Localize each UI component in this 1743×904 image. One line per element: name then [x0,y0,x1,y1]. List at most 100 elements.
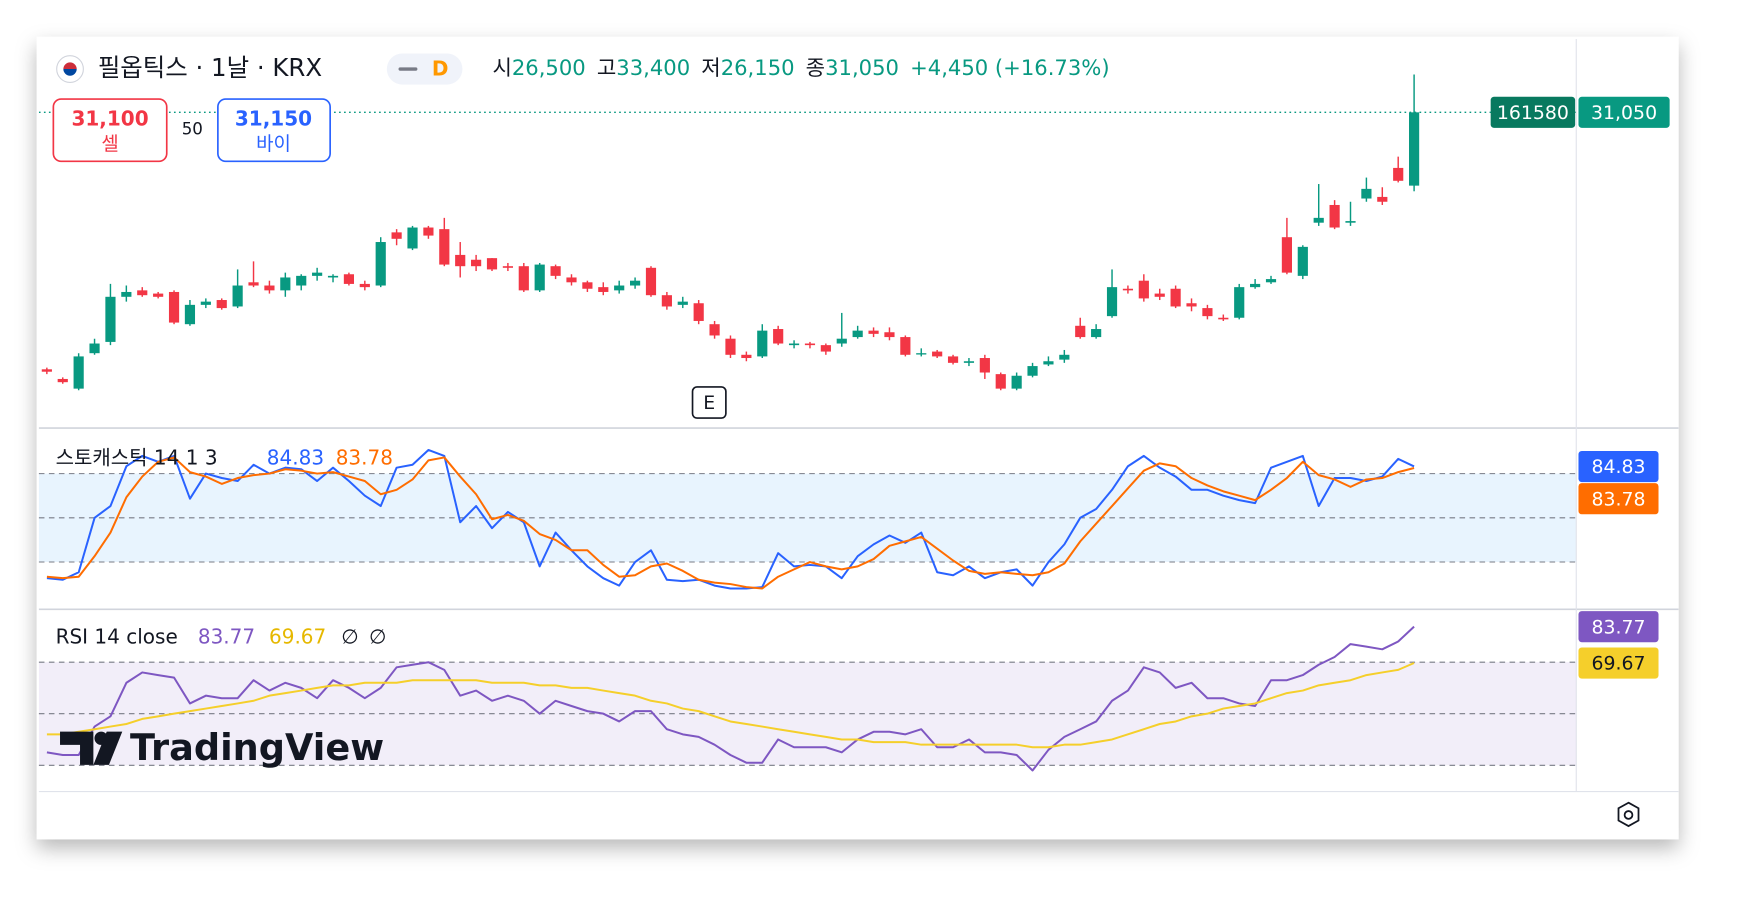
last-price-badge [1578,96,1670,128]
interval-pill[interactable] [386,53,463,85]
flag [63,62,77,70]
value-badge-label: 83.77 [1591,616,1645,638]
candle-body [1059,354,1070,360]
candle-body [741,354,752,359]
candle-body [1409,112,1420,186]
candle-body [1011,375,1022,389]
candle-body [89,343,100,354]
candle-body [677,301,688,305]
change: +4,450 (+16.73%) [910,55,1109,80]
candle-body [455,254,466,267]
candle-body [73,356,84,389]
candle-body [1122,288,1134,291]
candle-body [979,358,990,373]
candle-body [518,266,529,291]
indicator-line [46,662,1415,749]
candle-body [932,351,943,357]
candle-body [947,356,959,363]
candle-body [725,338,736,355]
flag [63,69,77,76]
candle-body [1361,188,1372,199]
candle-body [41,369,52,372]
buy-label: 바이 [256,133,291,155]
candle-body [550,266,561,276]
candle-body [757,330,768,357]
candle-body [391,232,402,239]
candle-body [184,304,196,325]
sell-price: 31,100 [71,107,148,131]
value-badge-label: 84.83 [1591,456,1645,478]
value-badge [1578,647,1659,679]
legend-value: 83.78 [336,446,393,470]
candle-body [868,330,879,334]
candle-body [1170,288,1181,307]
watermark-text: TradingView [130,726,384,769]
event-marker[interactable] [691,386,727,419]
ohlc-label: 시 [492,55,511,80]
candle-body [836,338,847,344]
candle-body [773,329,784,344]
candle-body [534,264,545,291]
candle-body [1393,167,1404,181]
buy-button[interactable] [217,98,331,163]
candle-body [1218,317,1229,320]
candle-body [1313,217,1324,223]
header: 필옵틱스 · 1날 · KRX D 시26,500 고33,400 저26,150 종… [52,53,1110,163]
settings-button[interactable] [1617,801,1640,828]
ohlc-value: 31,050 [825,55,899,80]
interval-badge: D [432,57,449,81]
candle-body [1281,237,1292,273]
candle-body [788,343,800,346]
candle-body [1138,280,1149,299]
quantity[interactable]: 50 [182,120,203,139]
countdown-badge [1490,96,1576,128]
candle-body [1329,204,1340,228]
ohlc-label: 종 [806,55,825,80]
value-badge [1578,483,1659,515]
value-badge [1578,611,1659,643]
candle-body [502,266,513,268]
candle-body [1265,279,1277,283]
candle-body [1043,361,1054,365]
candle-body [407,227,418,249]
stoch-title: 스토캐스틱 14 1 3 [56,446,218,470]
candle-body [900,337,911,355]
candle-body [343,274,355,284]
candle-body [995,374,1006,389]
symbol-title: 필옵틱스 · 1날 · KRX [98,53,322,82]
candle-body [852,330,863,338]
candle-body [216,300,227,309]
candle-body [232,285,243,307]
candle-body [248,282,259,286]
candle-body [1202,308,1213,317]
candle-body [264,285,275,291]
candle-body [327,275,339,278]
candle-body [471,259,482,267]
plot [38,74,1577,772]
watermark: TradingView [60,726,384,769]
candle-body [1027,366,1038,376]
candle-body [1377,196,1388,202]
legend-value: 83.77 [198,625,255,649]
sell-button[interactable] [52,98,168,163]
candle-body [439,229,450,265]
candle-body [614,285,625,291]
ohlc-value: 33,400 [616,55,690,80]
value-badge-label: 83.78 [1591,488,1645,510]
ohlc: 시26,500 고33,400 저26,150 종31,050 +4,450 (+16.… [492,55,1109,80]
buy-price: 31,150 [235,107,312,131]
candle-body [630,280,641,286]
candle-body [359,283,370,288]
candle-body [1186,303,1197,307]
candle-body [1234,287,1245,318]
candle-body [153,293,164,297]
candle-body [1106,287,1118,317]
candle-body [200,301,211,305]
candle-body [820,345,831,352]
candle-body [423,227,434,236]
candle-body [168,291,180,323]
candle-body [963,361,975,363]
last-price-badge-label: 31,050 [1591,102,1657,124]
